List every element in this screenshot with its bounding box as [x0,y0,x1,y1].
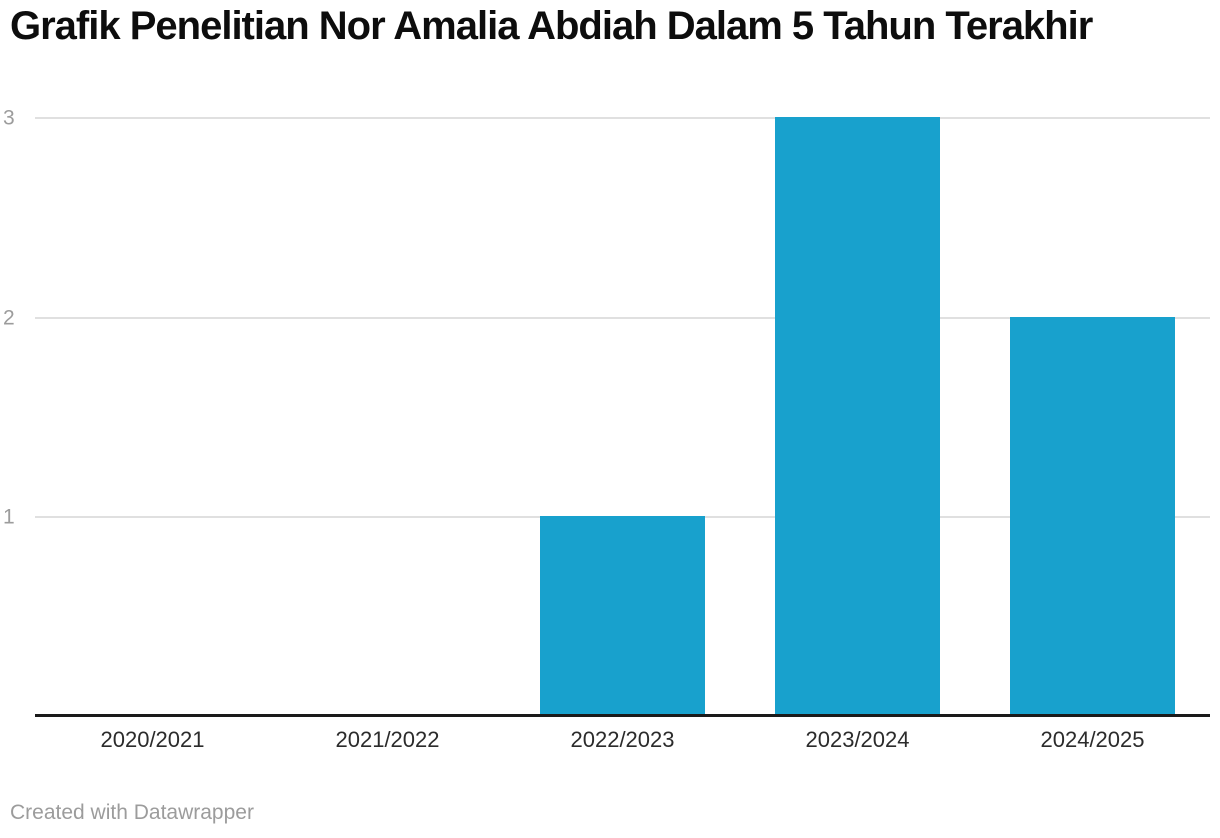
x-tick-label: 2021/2022 [335,727,440,752]
gridline-y2 [35,317,1210,319]
y-tick-label: 1 [3,505,15,529]
bar-2023-2024[interactable] [775,117,940,716]
x-tick-label: 2024/2025 [1040,727,1145,752]
y-tick-label: 2 [3,306,15,330]
gridline-y3 [35,117,1210,119]
bar-2022-2023[interactable] [540,516,705,716]
footer-credit: Created with Datawrapper [10,801,254,824]
x-axis-baseline [35,714,1210,717]
x-tick-label: 2020/2021 [100,727,205,752]
x-tick-label: 2023/2024 [805,727,910,752]
chart-title: Grafik Penelitian Nor Amalia Abdiah Dala… [10,4,1093,48]
bar-2024-2025[interactable] [1010,317,1175,716]
y-tick-label: 3 [3,106,15,130]
plot-area [35,117,1210,716]
x-tick-label: 2022/2023 [570,727,675,752]
